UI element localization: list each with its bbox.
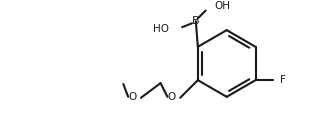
Text: O: O — [128, 92, 136, 102]
Text: F: F — [280, 75, 286, 85]
Text: OH: OH — [214, 1, 231, 11]
Text: O: O — [167, 92, 175, 102]
Text: B: B — [192, 16, 200, 26]
Text: HO: HO — [153, 24, 169, 34]
